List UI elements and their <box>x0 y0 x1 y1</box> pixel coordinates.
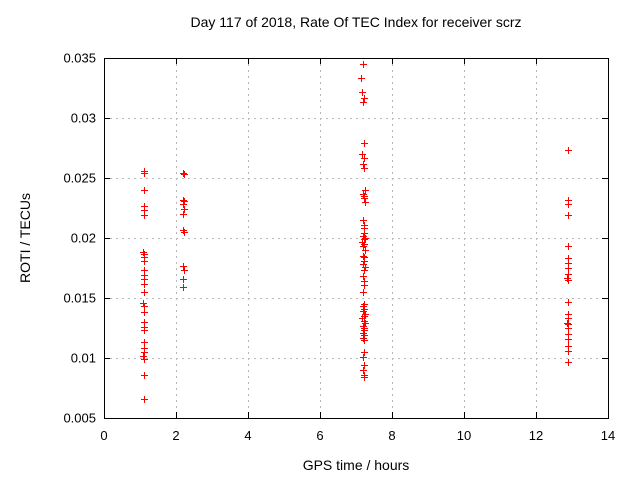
svg-text:0.025: 0.025 <box>63 171 96 186</box>
svg-text:4: 4 <box>244 428 251 443</box>
svg-text:6: 6 <box>316 428 323 443</box>
svg-text:0: 0 <box>100 428 107 443</box>
svg-text:0.005: 0.005 <box>63 411 96 426</box>
svg-text:8: 8 <box>388 428 395 443</box>
chart-title: Day 117 of 2018, Rate Of TEC Index for r… <box>190 14 522 30</box>
grid-lines <box>104 58 608 418</box>
svg-text:12: 12 <box>529 428 543 443</box>
x-axis-label: GPS time / hours <box>302 457 410 473</box>
svg-text:2: 2 <box>172 428 179 443</box>
svg-text:10: 10 <box>457 428 471 443</box>
svg-text:0.01: 0.01 <box>71 351 96 366</box>
plot-border <box>104 58 609 419</box>
svg-text:0.015: 0.015 <box>63 291 96 306</box>
svg-text:0.02: 0.02 <box>71 231 96 246</box>
svg-text:0.03: 0.03 <box>71 111 96 126</box>
tick-labels: 0 2 4 6 8 10 12 14 0.005 0.01 0.015 0.02 0.025 0.03 0.… <box>63 51 615 444</box>
data-point-markers <box>140 61 572 403</box>
svg-text:0.035: 0.035 <box>63 51 96 66</box>
svg-text:14: 14 <box>601 428 615 443</box>
